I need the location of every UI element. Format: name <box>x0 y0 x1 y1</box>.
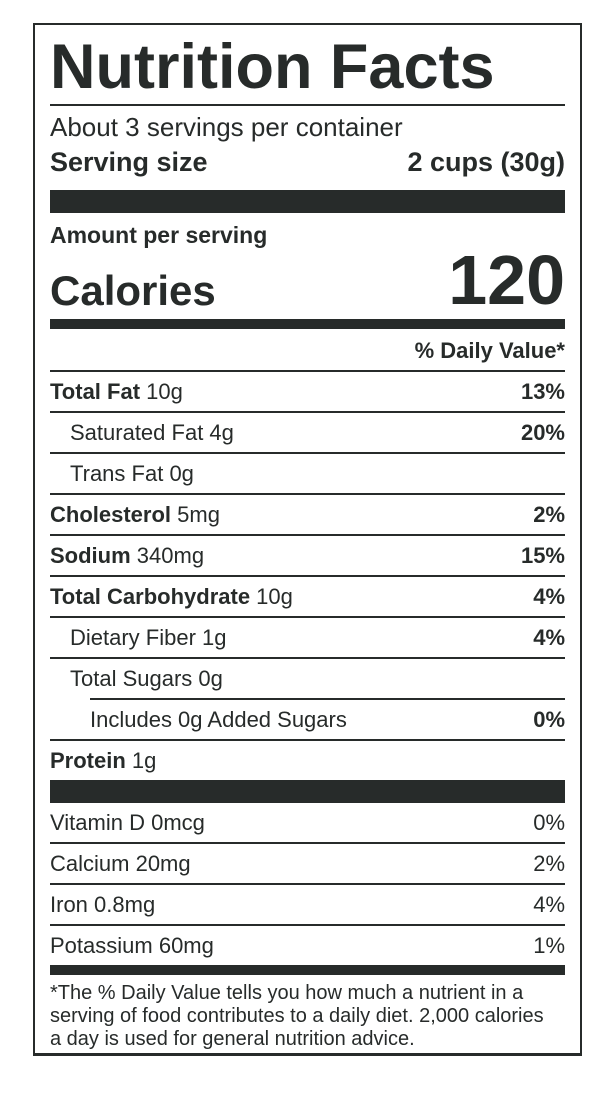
nutrient-row: Cholesterol 5mg 2% <box>50 493 565 534</box>
serving-size-label: Serving size <box>50 147 208 177</box>
nutrient-daily-value: 4% <box>533 892 565 918</box>
nutrient-name: Calcium 20mg <box>50 851 191 877</box>
micronutrient-rows: Vitamin D 0mcg 0% Calcium 20mg 2% Iron 0… <box>50 803 565 965</box>
nutrient-name: Vitamin D 0mcg <box>50 810 205 836</box>
nutrient-name: Protein 1g <box>50 748 157 774</box>
nutrient-daily-value: 0% <box>533 707 565 733</box>
nutrient-daily-value: 13% <box>520 379 565 405</box>
divider-bar-bottom <box>50 965 565 976</box>
footnote-line: a day is used for general nutrition advi… <box>50 1028 415 1051</box>
amount-per-serving-label: Amount per serving <box>50 222 268 248</box>
nutrition-facts-label: Nutrition Facts About 3 servings per con… <box>33 23 582 1057</box>
divider-bar-middle <box>50 780 565 804</box>
calories-row: Calories 120 <box>50 241 565 319</box>
nutrient-rows: Total Fat 10g 13% Saturated Fat 4g 20% T… <box>50 372 565 780</box>
serving-size-value: 2 cups (30g) <box>407 147 565 177</box>
nutrient-name: Trans Fat 0g <box>70 461 194 487</box>
nutrient-name: Total Sugars 0g <box>70 666 223 692</box>
nutrient-row: Vitamin D 0mcg 0% <box>50 803 565 842</box>
footnote-line: *The % Daily Value tells you how much a … <box>50 982 524 1005</box>
nutrient-name: Saturated Fat 4g <box>70 420 234 446</box>
nutrient-name: Includes 0g Added Sugars <box>90 707 347 733</box>
nutrient-name: Cholesterol 5mg <box>50 502 220 528</box>
servings-per-container: About 3 servings per container <box>50 112 403 142</box>
nutrient-row: Sodium 340mg 15% <box>50 534 565 575</box>
nutrient-row: Dietary Fiber 1g 4% <box>50 616 565 657</box>
calories-value: 120 <box>448 241 565 319</box>
nutrient-row: Saturated Fat 4g 20% <box>50 411 565 452</box>
nutrient-daily-value: 15% <box>520 543 565 569</box>
calories-label: Calories <box>50 267 216 315</box>
nutrient-daily-value: 1% <box>533 933 565 959</box>
nutrient-row: Trans Fat 0g <box>50 452 565 493</box>
nutrient-daily-value: 2% <box>533 851 565 877</box>
divider-bar-calories <box>50 319 565 330</box>
divider-bar-top <box>50 190 565 213</box>
title-divider <box>50 104 565 106</box>
serving-size-row: Serving size 2 cups (30g) <box>50 146 565 178</box>
nutrient-row: Includes 0g Added Sugars 0% <box>90 698 565 739</box>
nutrient-name: Dietary Fiber 1g <box>70 625 227 651</box>
nutrient-row: Protein 1g <box>50 739 565 780</box>
nutrient-name: Total Carbohydrate 10g <box>50 584 293 610</box>
nutrient-row: Iron 0.8mg 4% <box>50 883 565 924</box>
nutrient-row: Potassium 60mg 1% <box>50 924 565 965</box>
nutrient-row: Total Sugars 0g <box>50 657 565 698</box>
nutrient-name: Total Fat 10g <box>50 379 183 405</box>
nutrient-daily-value: 0% <box>533 810 565 836</box>
footnote-line: serving of food contributes to a daily d… <box>50 1005 544 1028</box>
nutrient-row: Total Fat 10g 13% <box>50 372 565 411</box>
nutrient-name: Sodium 340mg <box>50 543 205 569</box>
nutrient-daily-value: 2% <box>533 502 565 528</box>
nutrient-row: Calcium 20mg 2% <box>50 842 565 883</box>
nutrient-row: Total Carbohydrate 10g 4% <box>50 575 565 616</box>
nutrient-daily-value: 4% <box>533 584 565 610</box>
nutrient-name: Iron 0.8mg <box>50 892 156 918</box>
nutrient-daily-value: 4% <box>533 625 565 651</box>
daily-value-header: % Daily Value* <box>50 329 565 373</box>
nutrient-name: Potassium 60mg <box>50 933 214 959</box>
label-title: Nutrition Facts <box>50 32 495 102</box>
footnote: *The % Daily Value tells you how much a … <box>50 975 565 1051</box>
nutrient-daily-value: 20% <box>520 420 565 446</box>
